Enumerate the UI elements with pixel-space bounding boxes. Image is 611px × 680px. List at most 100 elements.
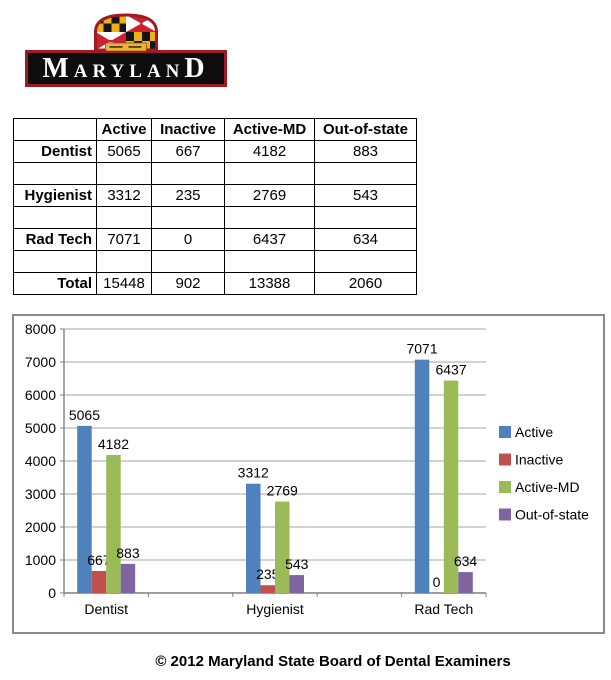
maryland-logo: MARYLAND	[25, 8, 227, 88]
bar-inactive-hygienist	[260, 585, 275, 593]
bar-active-dentist	[77, 425, 92, 593]
license-counts-table: Active Inactive Active-MD Out-of-state Denti…	[13, 118, 417, 295]
legend-swatch-icon	[499, 508, 511, 521]
legend-label: Active	[515, 424, 553, 440]
logo-letter: ARYLAN	[73, 60, 185, 82]
legend-label: Active-MD	[515, 479, 580, 495]
count-cell: 7071	[96, 228, 152, 251]
count-cell	[314, 162, 417, 185]
count-cell: 883	[314, 140, 417, 163]
legend-swatch-icon	[499, 481, 511, 493]
count-cell	[224, 162, 315, 185]
bar-active-rad-tech	[414, 359, 430, 593]
bar-data-label: 634	[454, 553, 478, 569]
bar-out-of-state-hygienist	[289, 575, 304, 593]
count-cell: 13388	[224, 272, 315, 295]
count-cell	[151, 206, 225, 229]
category-label: Dentist	[84, 601, 128, 617]
count-cell	[314, 206, 417, 229]
bar-data-label: 667	[87, 552, 111, 568]
bar-out-of-state-dentist	[120, 563, 136, 593]
y-axis-label: 6000	[25, 387, 56, 403]
bar-data-label: 5065	[69, 407, 100, 423]
table-row	[13, 206, 417, 229]
column-header: Out-of-state	[314, 118, 417, 141]
count-cell: 634	[314, 228, 417, 251]
count-cell	[224, 206, 315, 229]
table-row	[13, 250, 417, 273]
bar-out-of-state-rad-tech	[458, 572, 473, 593]
maryland-flag-crest-icon	[93, 12, 160, 52]
column-header	[13, 118, 97, 141]
legend-label: Inactive	[515, 452, 563, 468]
count-cell: 0	[151, 228, 225, 251]
table-row: Dentist 5065 667 4182 883	[13, 140, 417, 163]
table-row: Rad Tech 7071 0 6437 634	[13, 228, 417, 251]
counts-bar-chart: 0 1000 2000 3000 4000 5000 6000 7000 8000 Dentist…	[25, 321, 589, 617]
count-cell	[96, 206, 152, 229]
count-cell	[314, 250, 417, 273]
count-cell: 5065	[96, 140, 152, 163]
maryland-flag-crest-svg	[94, 13, 158, 52]
chart-container: 0 1000 2000 3000 4000 5000 6000 7000 8000 Dentist…	[12, 314, 605, 634]
column-header: Active-MD	[224, 118, 315, 141]
column-header: Active	[96, 118, 152, 141]
table-row: Total 15448 902 13388 2060	[13, 272, 417, 295]
count-cell: 543	[314, 184, 417, 207]
bar-active-md-dentist	[106, 454, 121, 593]
count-cell: 6437	[224, 228, 315, 251]
legend-swatch-icon	[499, 426, 511, 438]
logo-banner: MARYLAND	[25, 50, 227, 87]
row-label	[13, 250, 97, 273]
count-cell: 15448	[96, 272, 152, 295]
y-axis-label: 1000	[25, 552, 56, 568]
logo-letter: D	[184, 52, 210, 84]
row-label: Rad Tech	[13, 228, 97, 251]
y-axis-label: 5000	[25, 420, 56, 436]
row-label	[13, 162, 97, 185]
y-axis-label: 0	[48, 585, 56, 601]
bar-data-label: 3312	[238, 465, 269, 481]
count-cell: 235	[151, 184, 225, 207]
count-cell: 902	[151, 272, 225, 295]
category-label: Rad Tech	[414, 601, 473, 617]
bar-inactive-dentist	[91, 570, 107, 593]
table-row: Hygienist 3312 235 2769 543	[13, 184, 417, 207]
row-label	[13, 206, 97, 229]
footer-copyright: © 2012 Maryland State Board of Dental Ex…	[155, 653, 511, 670]
count-cell: 2769	[224, 184, 315, 207]
count-cell: 667	[151, 140, 225, 163]
count-cell	[151, 162, 225, 185]
bar-data-label: 0	[433, 574, 441, 590]
bar-data-label: 543	[285, 556, 309, 572]
bar-active-md-rad-tech	[443, 380, 459, 593]
y-axis-label: 7000	[25, 354, 56, 370]
count-cell: 2060	[314, 272, 417, 295]
bar-active-md-hygienist	[275, 501, 290, 593]
count-cell	[96, 162, 152, 185]
count-cell	[151, 250, 225, 273]
legend-swatch-icon	[499, 453, 511, 466]
table-header-row: Active Inactive Active-MD Out-of-state	[13, 118, 417, 141]
bar-data-label: 6437	[435, 362, 466, 378]
table-row	[13, 162, 417, 185]
y-axis-label: 8000	[25, 321, 56, 337]
logo-state-name: MARYLAND	[42, 52, 210, 84]
count-cell: 3312	[96, 184, 152, 207]
count-cell: 4182	[224, 140, 315, 163]
legend-label: Out-of-state	[515, 507, 589, 523]
count-cell	[96, 250, 152, 273]
row-label: Total	[13, 272, 97, 295]
bar-data-label: 883	[116, 545, 140, 561]
bar-data-label: 235	[256, 566, 280, 582]
logo-letter: M	[42, 52, 74, 84]
crest-scroll-icon	[105, 42, 147, 52]
column-header: Inactive	[151, 118, 225, 141]
bar-data-label: 7071	[406, 341, 437, 357]
y-axis-label: 2000	[25, 519, 56, 535]
bar-data-label: 2769	[267, 483, 298, 499]
bar-active-hygienist	[246, 483, 261, 593]
bar-data-label: 4182	[98, 436, 129, 452]
count-cell	[224, 250, 315, 273]
